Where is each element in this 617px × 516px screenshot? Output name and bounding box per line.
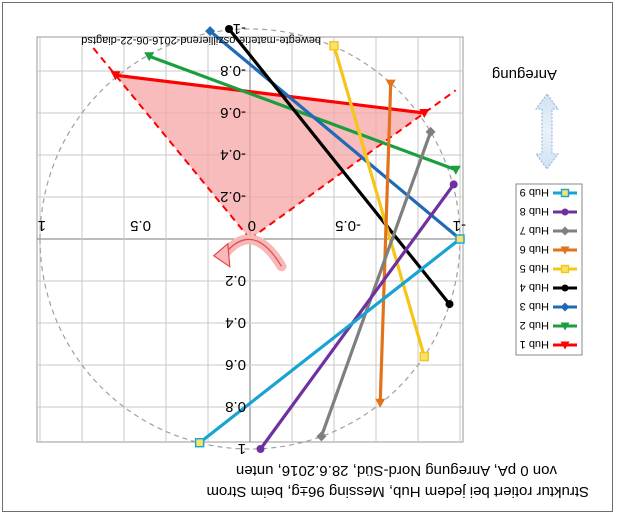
y-tick-label: 1 — [238, 440, 246, 457]
file-label: bewegte-materie-oszillierend-2016-06-22-… — [81, 34, 321, 46]
data-point-hub-5 — [419, 351, 430, 362]
series-hub-2 — [144, 52, 461, 175]
data-point-hub-3 — [205, 26, 216, 37]
y-tick-label: -1 — [233, 20, 246, 37]
legend-label-hub-3: Hub 3 — [520, 300, 549, 312]
reference-triangle-edges — [90, 45, 457, 240]
y-tick-label: 0.4 — [225, 314, 246, 331]
data-point-hub-1 — [110, 71, 121, 81]
triangle-dashed-edge — [90, 45, 251, 240]
data-point-hub-9 — [455, 234, 465, 244]
x-tick-label: 0 — [248, 217, 256, 234]
caption-line-2: von 0 pA, Anregung Nord-Süd, 28.6.2016, … — [236, 462, 557, 479]
legend-label-hub-8: Hub 8 — [520, 205, 549, 217]
data-point-hub-4 — [445, 300, 454, 309]
series-line-hub-3 — [208, 29, 462, 241]
x-tick-label: 0.5 — [130, 217, 151, 234]
legend-marker-hub-5 — [560, 264, 570, 274]
data-point-hub-6 — [375, 398, 386, 408]
x-tick-label: -1 — [453, 217, 466, 234]
legend-item-hub-6: Hub 6 — [520, 243, 577, 255]
y-tick-label: -0.8 — [220, 62, 246, 79]
series-layer — [110, 25, 465, 453]
data-point-hub-6 — [385, 79, 396, 89]
series-line-hub-6 — [378, 82, 393, 405]
legend-marker-hub-1 — [560, 341, 570, 350]
legend-item-hub-2: Hub 2 — [520, 319, 577, 331]
series-hub-7 — [316, 126, 436, 442]
series-line-hub-9 — [198, 237, 462, 445]
series-hub-8 — [256, 180, 458, 453]
data-point-hub-9 — [194, 437, 205, 448]
legend-item-hub-7: Hub 7 — [520, 224, 577, 236]
excitation-arrow-icon — [535, 93, 559, 170]
y-tick-label: -0.6 — [220, 104, 246, 121]
legend-entries: Hub 1 Hub 2 Hub 3 Hub 4 Hub 5 Hub 6 Hub 7 Hub 8… — [520, 186, 577, 350]
legend-label-hub-9: Hub 9 — [520, 186, 549, 198]
series-line-hub-2 — [147, 54, 458, 172]
legend-item-hub-5: Hub 5 — [520, 262, 577, 274]
x-tick-label: -0.5 — [335, 217, 361, 234]
series-hub-5 — [329, 41, 430, 362]
caption-line-1: Struktur rotiert bei jedem Hub, Messing … — [206, 483, 589, 500]
legend-marker-hub-9 — [560, 188, 570, 198]
legend-item-hub-9: Hub 9 — [520, 186, 577, 198]
legend-item-hub-3: Hub 3 — [520, 300, 577, 312]
data-point-hub-1 — [419, 109, 430, 118]
legend-item-hub-1: Hub 1 — [520, 338, 577, 350]
series-hub-6 — [375, 79, 396, 408]
legend-label-hub-6: Hub 6 — [520, 243, 549, 255]
data-point-hub-7 — [425, 126, 436, 137]
series-line-hub-1 — [114, 73, 426, 115]
data-point-hub-8 — [449, 180, 458, 189]
data-point-hub-2 — [144, 52, 155, 62]
legend-marker-hub-4 — [561, 284, 569, 292]
legend-marker-hub-3 — [560, 302, 570, 312]
data-point-hub-2 — [450, 165, 461, 175]
excitation-label: Anregung — [492, 66, 557, 83]
legend-marker-hub-6 — [560, 246, 570, 255]
y-tick-label: -0.2 — [220, 188, 246, 205]
triangle-dashed-edge — [249, 89, 457, 240]
data-point-hub-8 — [256, 445, 265, 453]
data-point-hub-5 — [329, 41, 339, 51]
series-line-hub-7 — [319, 130, 433, 439]
legend-marker-hub-8 — [561, 208, 569, 216]
legend-item-hub-8: Hub 8 — [520, 205, 577, 217]
series-line-hub-8 — [258, 182, 456, 451]
legend-label-hub-2: Hub 2 — [520, 319, 549, 331]
legend-label-hub-4: Hub 4 — [520, 281, 549, 293]
legend-label-hub-7: Hub 7 — [520, 224, 549, 236]
rotation-arrow-head — [212, 242, 231, 268]
data-point-hub-4 — [225, 25, 233, 33]
y-tick-label: -0.4 — [220, 146, 246, 163]
y-tick-label: 0.6 — [225, 356, 246, 373]
legend-label-hub-1: Hub 1 — [520, 338, 549, 350]
series-hub-9 — [194, 234, 465, 448]
series-hub-1 — [110, 71, 430, 118]
series-hub-4 — [225, 25, 454, 309]
legend-marker-hub-2 — [560, 322, 570, 331]
legend-marker-hub-7 — [560, 226, 570, 236]
y-tick-label: 0.2 — [225, 272, 246, 289]
x-tick-label: 1 — [38, 217, 46, 234]
y-tick-label: 0.8 — [225, 398, 246, 415]
series-line-hub-5 — [332, 44, 426, 359]
rotated-figure: -1 -0.5 0 0.5 1 -1 -0.8 -0.6 -0.4 -0.2 0.2 0.4 0.6 0.… — [36, 20, 589, 500]
rotation-arrow-outline — [224, 238, 283, 267]
reference-triangle — [115, 75, 425, 239]
legend-item-hub-4: Hub 4 — [520, 281, 577, 293]
series-line-hub-4 — [227, 27, 452, 306]
legend-label-hub-5: Hub 5 — [520, 262, 549, 274]
data-point-hub-7 — [316, 431, 327, 442]
rotation-arrow-icon — [212, 234, 287, 272]
tick-labels: -1 -0.5 0 0.5 1 -1 -0.8 -0.6 -0.4 -0.2 0.2 0.4 0.6 0.… — [38, 20, 466, 457]
